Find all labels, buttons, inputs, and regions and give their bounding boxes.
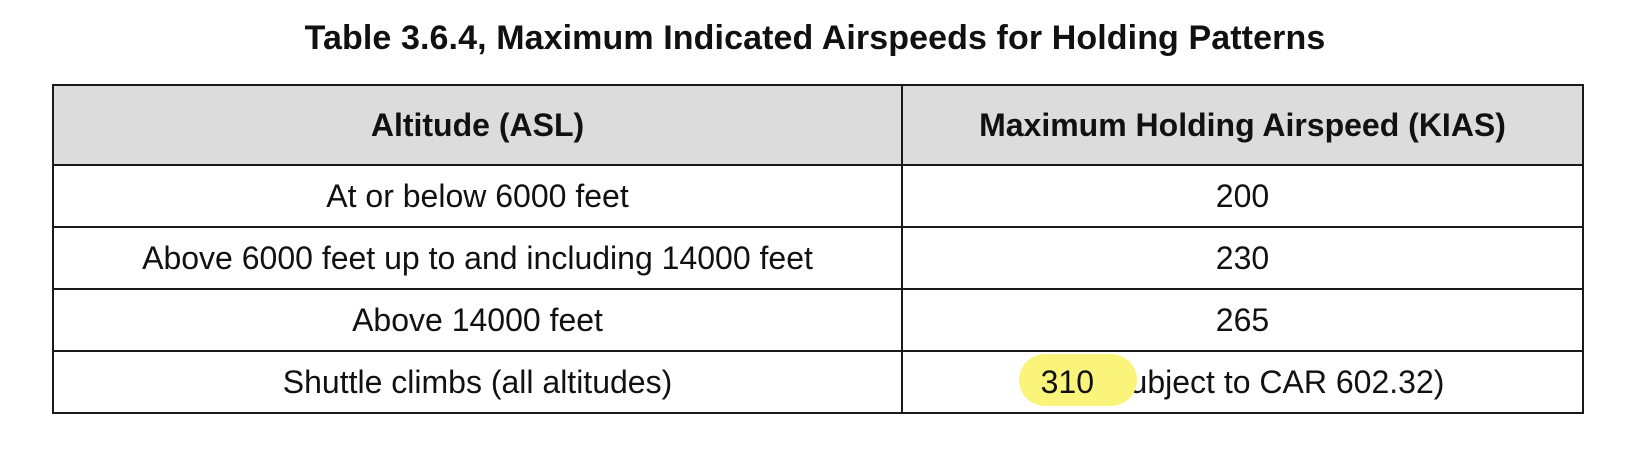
table-row: Shuttle climbs (all altitudes) 310 (subj… (52, 350, 1584, 414)
altitude-cell: At or below 6000 feet (52, 164, 903, 228)
airspeed-cell-highlighted: 310 (subject to CAR 602.32) (901, 350, 1584, 414)
table-header-row: Altitude (ASL) Maximum Holding Airspeed … (52, 84, 1584, 166)
header-altitude: Altitude (ASL) (52, 84, 903, 166)
airspeed-cell: 200 (901, 164, 1584, 228)
table-row: At or below 6000 feet 200 (52, 164, 1584, 228)
airspeed-cell: 265 (901, 288, 1584, 352)
table-row: Above 6000 feet up to and including 1400… (52, 226, 1584, 290)
airspeed-note: (subject to CAR 602.32) (1094, 363, 1445, 400)
altitude-cell: Shuttle climbs (all altitudes) (52, 350, 903, 414)
highlighted-value: 310 (1018, 353, 1137, 406)
header-max-airspeed: Maximum Holding Airspeed (KIAS) (901, 84, 1584, 166)
holding-airspeed-table: Altitude (ASL) Maximum Holding Airspeed … (52, 84, 1584, 414)
altitude-cell: Above 6000 feet up to and including 1400… (52, 226, 903, 290)
table-row: Above 14000 feet 265 (52, 288, 1584, 352)
highlighter-mark (1018, 353, 1137, 406)
airspeed-cell: 230 (901, 226, 1584, 290)
table-title: Table 3.6.4, Maximum Indicated Airspeeds… (304, 19, 1326, 57)
altitude-cell: Above 14000 feet (52, 288, 903, 352)
